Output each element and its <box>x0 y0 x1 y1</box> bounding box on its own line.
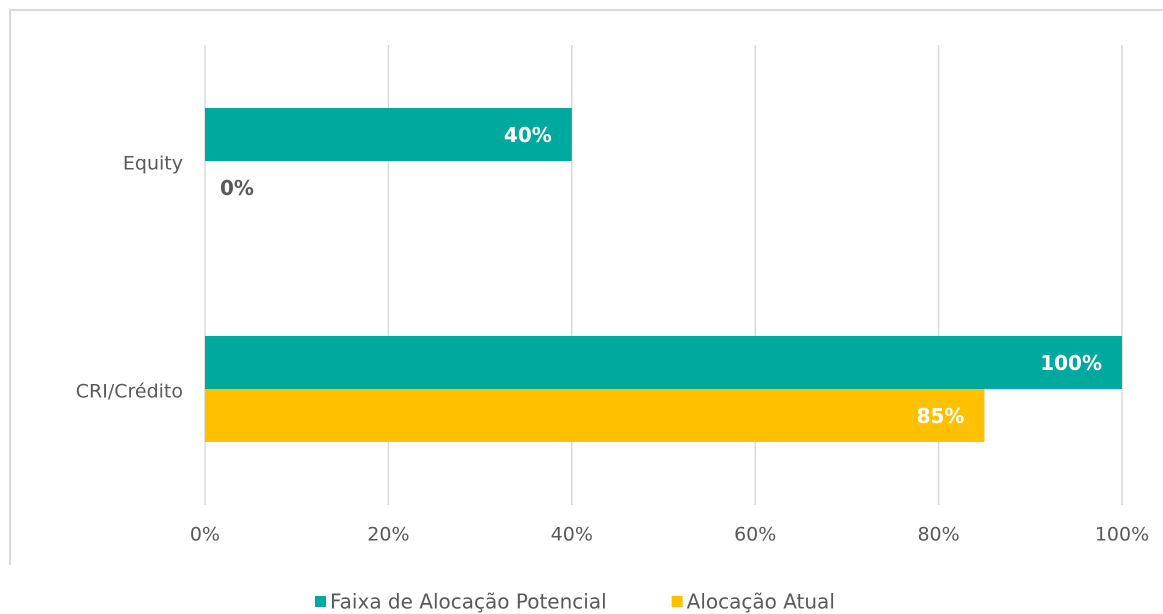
data-label: 100% <box>1040 351 1102 375</box>
x-tick-label: 80% <box>917 524 959 546</box>
legend-label: Faixa de Alocação Potencial <box>330 590 607 614</box>
legend-label: Alocação Atual <box>687 590 835 614</box>
y-tick-label: CRI/Crédito <box>76 381 183 403</box>
data-label: 0% <box>220 176 254 200</box>
x-tick-label: 40% <box>551 524 593 546</box>
y-tick-label: Equity <box>123 153 183 175</box>
x-tick-label: 0% <box>190 524 220 546</box>
legend-swatch <box>315 596 326 607</box>
data-label: 85% <box>917 404 965 428</box>
data-label: 40% <box>504 123 552 147</box>
bar <box>205 108 572 161</box>
x-tick-label: 20% <box>367 524 409 546</box>
x-tick-label: 60% <box>734 524 776 546</box>
frame <box>9 9 1163 565</box>
bar <box>205 389 985 442</box>
bar <box>205 336 1122 389</box>
legend-swatch <box>671 596 683 607</box>
x-tick-label: 100% <box>1095 524 1149 546</box>
